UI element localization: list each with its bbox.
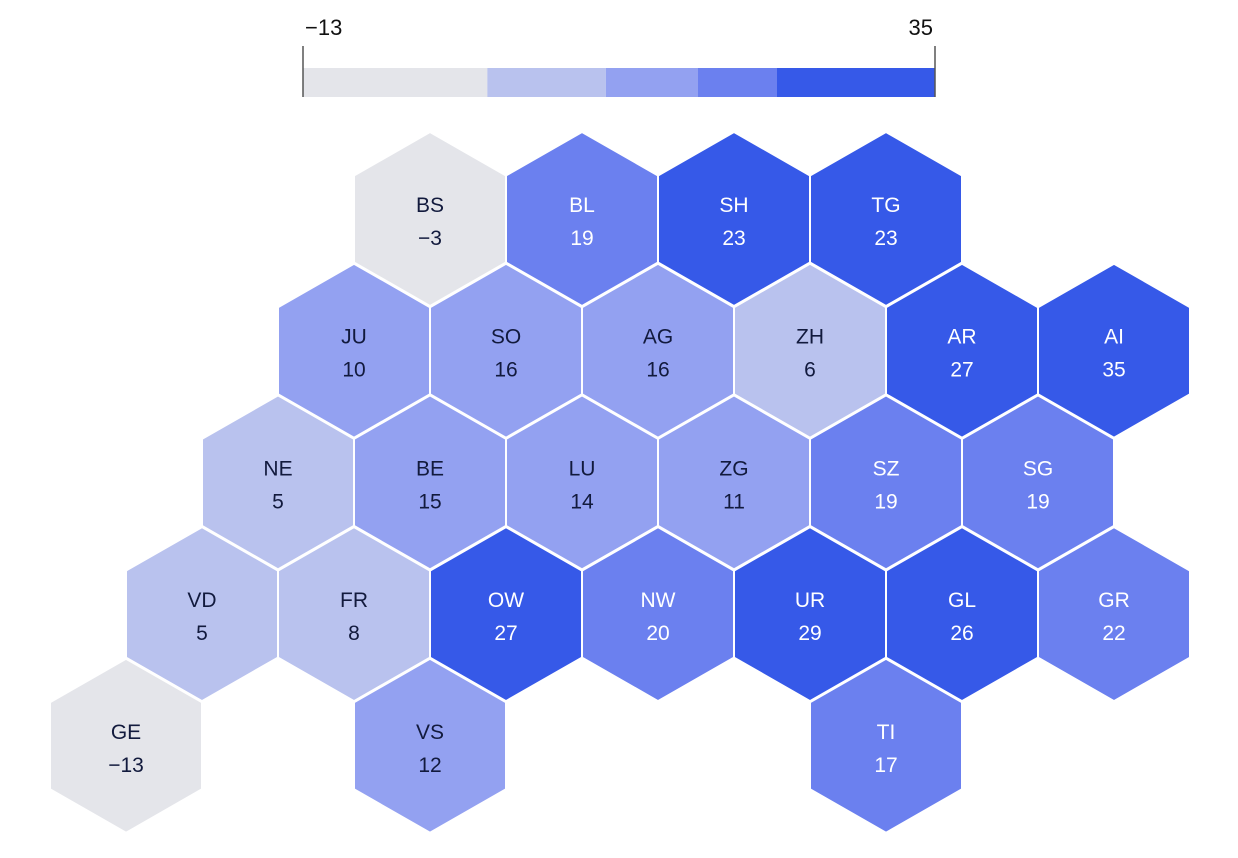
hex-code-label: NE <box>263 457 292 480</box>
hex-code-label: AR <box>947 326 976 349</box>
hex-tile-bl: BL 19 <box>505 130 659 308</box>
legend-max-label: 35 <box>909 15 933 40</box>
hex-shape <box>961 394 1115 571</box>
hex-code-label: ZH <box>796 326 824 349</box>
hex-code-label: BE <box>416 457 444 480</box>
hex-tile-ow: OW 27 <box>429 525 583 703</box>
hex-tile-fr: FR 8 <box>277 525 431 703</box>
hex-value-label: 23 <box>722 227 745 250</box>
hex-shape <box>49 657 203 834</box>
hex-code-label: TI <box>877 721 896 744</box>
hex-value-label: 29 <box>798 622 821 645</box>
legend-band <box>777 68 935 97</box>
hex-tile-sg: SG 19 <box>961 394 1115 571</box>
hex-value-label: 26 <box>950 622 973 645</box>
hex-tile-ge: GE −13 <box>49 657 203 834</box>
hex-shape <box>353 657 507 834</box>
hex-code-label: GE <box>111 721 141 744</box>
hex-value-label: 27 <box>950 359 973 382</box>
hex-tile-sh: SH 23 <box>657 130 811 308</box>
hex-tile-gr: GR 22 <box>1037 525 1191 703</box>
hex-tile-ai: AI 35 <box>1037 262 1191 439</box>
legend-band <box>605 68 698 97</box>
hex-shape <box>809 657 963 834</box>
hex-shape <box>1037 262 1191 439</box>
hex-value-label: 20 <box>646 622 669 645</box>
hex-value-label: 5 <box>196 622 208 645</box>
hex-shape <box>809 130 963 308</box>
hex-code-label: OW <box>488 589 524 612</box>
hex-code-label: JU <box>341 326 367 349</box>
hex-code-label: SZ <box>873 457 900 480</box>
hex-value-label: 11 <box>723 490 745 513</box>
hex-shape <box>1037 525 1191 703</box>
hex-code-label: BS <box>416 194 444 217</box>
hex-code-label: VD <box>187 589 216 612</box>
hex-code-label: TG <box>871 194 900 217</box>
hex-value-label: 12 <box>418 754 441 777</box>
hex-value-label: 27 <box>494 622 517 645</box>
hex-value-label: 23 <box>874 227 897 250</box>
hex-value-label: 10 <box>342 359 365 382</box>
hex-code-label: GL <box>948 589 976 612</box>
hex-value-label: −3 <box>418 227 442 250</box>
hex-value-label: 35 <box>1102 359 1125 382</box>
hex-code-label: AI <box>1104 326 1124 349</box>
hex-value-label: 17 <box>874 754 897 777</box>
legend-min-label: −13 <box>305 15 342 40</box>
hex-value-label: 22 <box>1102 622 1125 645</box>
hex-value-label: 16 <box>646 359 669 382</box>
hex-tile-be: BE 15 <box>353 394 507 571</box>
hex-code-label: LU <box>569 457 596 480</box>
hex-value-label: 16 <box>494 359 517 382</box>
hex-tile-ne: NE 5 <box>201 394 355 571</box>
hex-code-label: ZG <box>719 457 748 480</box>
hex-value-label: 15 <box>418 490 441 513</box>
hex-code-label: GR <box>1098 589 1130 612</box>
hex-value-label: 14 <box>570 490 594 513</box>
hex-code-label: VS <box>416 721 444 744</box>
hex-tile-bs: BS −3 <box>353 130 507 308</box>
hex-code-label: AG <box>643 326 673 349</box>
hex-code-label: BL <box>569 194 595 217</box>
hex-value-label: 5 <box>272 490 284 513</box>
hex-tile-vd: VD 5 <box>125 525 279 703</box>
hex-tile-vs: VS 12 <box>353 657 507 834</box>
hex-code-label: SO <box>491 326 521 349</box>
hex-value-label: 19 <box>874 490 897 513</box>
hex-value-label: 6 <box>804 359 816 382</box>
hex-tile-gl: GL 26 <box>885 525 1039 703</box>
color-legend: −13 35 <box>302 15 936 97</box>
hex-value-label: 19 <box>570 227 593 250</box>
hex-value-label: 19 <box>1026 490 1049 513</box>
hex-code-label: SG <box>1023 457 1053 480</box>
hex-value-label: 8 <box>348 622 360 645</box>
hex-code-label: FR <box>340 589 368 612</box>
hex-code-label: SH <box>719 194 748 217</box>
hex-tile-ti: TI 17 <box>809 657 963 834</box>
hex-value-label: −13 <box>108 754 144 777</box>
hex-tile-sz: SZ 19 <box>809 394 963 571</box>
legend-color-bands <box>303 68 935 97</box>
legend-band <box>303 68 488 97</box>
hex-tile-so: SO 16 <box>429 262 583 439</box>
hex-code-label: NW <box>641 589 676 612</box>
legend-band <box>487 68 606 97</box>
hex-tiles: BS −3 BL 19 SH 23 TG 23 JU 10 SO 16 AG 16 ZH 6 AR 27 AI 35 N… <box>49 130 1191 834</box>
legend-band <box>698 68 777 97</box>
hex-tile-ju: JU 10 <box>277 262 431 439</box>
hex-code-label: UR <box>795 589 825 612</box>
hex-tile-tg: TG 23 <box>809 130 963 308</box>
